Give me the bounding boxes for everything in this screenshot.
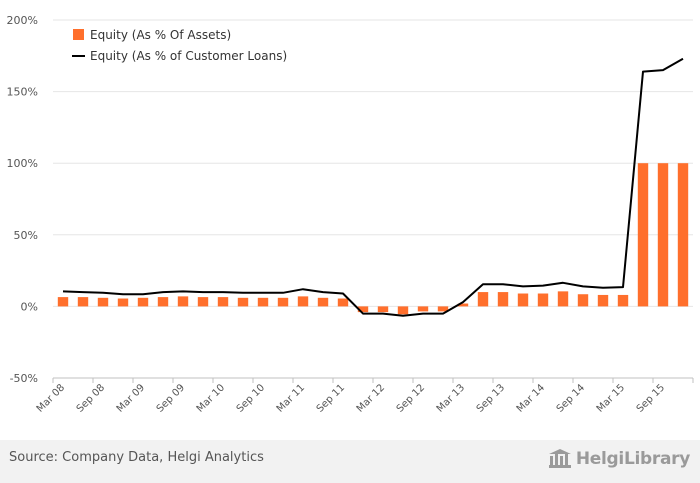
x-tick-label: Sep 12 (395, 382, 427, 414)
bar (437, 306, 449, 312)
x-tick-label: Mar 11 (275, 382, 307, 414)
bar (577, 294, 589, 307)
y-tick-label: 100% (7, 157, 38, 170)
bar (97, 297, 109, 307)
bar (457, 303, 469, 307)
bar-series (57, 163, 689, 315)
x-tick-label: Sep 08 (75, 382, 107, 414)
x-tick-label: Mar 12 (355, 382, 387, 414)
footer: Source: Company Data, Helgi Analytics He… (0, 440, 700, 483)
bar (677, 163, 689, 307)
bar (297, 296, 309, 307)
x-tick-label: Mar 09 (115, 382, 147, 414)
bar (77, 297, 89, 307)
x-axis (52, 377, 694, 383)
bar (357, 306, 369, 313)
x-tick-label: Sep 14 (555, 382, 587, 414)
bar (137, 297, 149, 307)
legend[interactable]: Equity (As % Of Assets) Equity (As % of … (72, 28, 287, 63)
x-tick-label: Sep 13 (475, 382, 507, 414)
x-axis-ticks: Mar 08 Sep 08 Mar 09 Sep 09 Mar 10 Sep 10 Mar … (35, 382, 667, 414)
bar (377, 306, 389, 313)
bar (317, 297, 329, 307)
bar (117, 298, 129, 307)
bar (617, 294, 629, 307)
bar (497, 292, 509, 307)
y-tick-label: 150% (7, 86, 38, 99)
x-tick-label: Sep 11 (315, 382, 347, 414)
x-tick-label: Sep 09 (155, 382, 187, 414)
y-axis-ticks: 200% 150% 100% 50% 0% -50% (7, 14, 38, 385)
bar (257, 297, 269, 307)
bar (177, 296, 189, 307)
bar (57, 297, 69, 307)
y-tick-label: 50% (14, 229, 38, 242)
x-tick-label: Mar 10 (195, 382, 227, 414)
legend-swatch-bar (73, 29, 84, 40)
gridlines (53, 19, 693, 379)
bar (517, 293, 529, 307)
logo: HelgiLibrary (548, 448, 690, 470)
bar (557, 291, 569, 307)
x-tick-label: Sep 10 (235, 382, 267, 414)
bar (277, 297, 289, 307)
bar (597, 294, 609, 307)
x-tick-label: Mar 15 (595, 382, 627, 414)
logo-text: HelgiLibrary (575, 449, 690, 469)
x-tick-label: Mar 14 (515, 382, 547, 414)
y-tick-label: 0% (21, 300, 38, 313)
bar (657, 163, 669, 307)
line-series (62, 57, 684, 317)
legend-label-loans: Equity (As % of Customer Loans) (90, 49, 287, 63)
bar (157, 297, 169, 307)
bar (237, 297, 249, 307)
legend-label-assets: Equity (As % Of Assets) (90, 28, 231, 42)
bar (197, 297, 209, 307)
x-tick-label: Mar 08 (35, 382, 67, 414)
bar (217, 297, 229, 307)
y-tick-label: 200% (7, 14, 38, 27)
bar (637, 163, 649, 307)
x-tick-label: Mar 13 (435, 382, 467, 414)
bar (537, 293, 549, 307)
bar (417, 306, 429, 312)
series-line (62, 57, 684, 317)
source-text: Source: Company Data, Helgi Analytics (9, 450, 264, 465)
library-icon (548, 449, 571, 468)
bar (397, 306, 409, 315)
bar (477, 292, 489, 307)
bar (337, 298, 349, 307)
x-tick-label: Sep 15 (635, 382, 667, 414)
y-tick-label: -50% (10, 372, 38, 385)
